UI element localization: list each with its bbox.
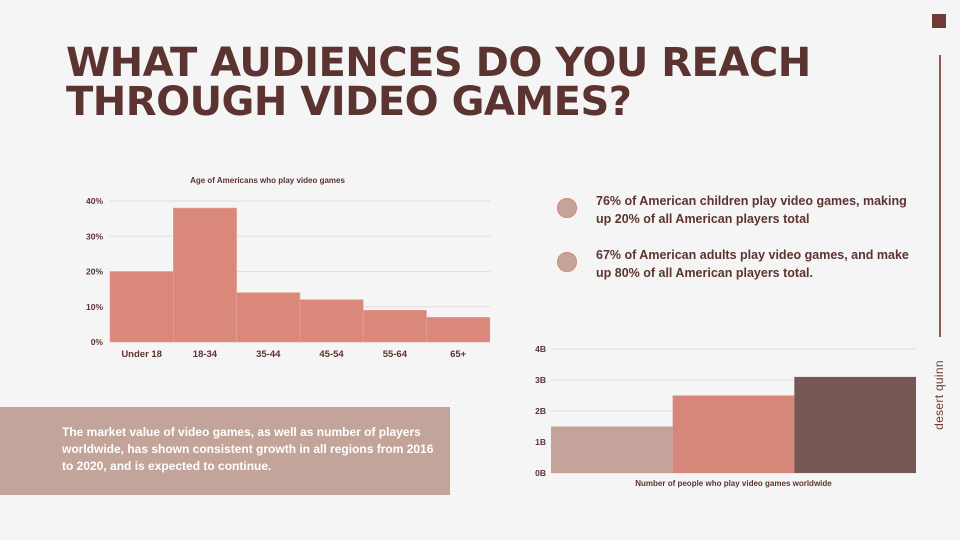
hist-y-tick-label: 30% (86, 231, 103, 241)
hist-x-tick-label: 45-54 (319, 349, 344, 360)
hist-x-tick-label: 55-64 (383, 349, 408, 360)
bar-chart-xlabel: Number of people who play video games wo… (635, 479, 832, 488)
hist-bar (173, 207, 237, 343)
bar-y-tick-label: 1B (535, 437, 546, 447)
hist-x-tick-label: Under 18 (121, 349, 162, 360)
hist-bar (236, 292, 301, 343)
hist-y-tick-label: 0% (91, 337, 104, 347)
bar-y-tick-label: 2B (535, 406, 546, 416)
hist-x-tick-label: 35-44 (256, 349, 281, 360)
hist-y-tick-label: 40% (86, 196, 103, 206)
bullet-children: 76% of American children play video game… (557, 192, 917, 228)
hist-x-tick-label: 65+ (450, 349, 467, 360)
players-bar-chart: 0B 1B 2B 3B 4B (535, 344, 916, 478)
bar-column (551, 426, 673, 473)
bullet-text: 67% of American adults play video games,… (596, 248, 909, 280)
hist-y-tick-label: 20% (86, 267, 103, 277)
bullet-adults: 67% of American adults play video games,… (557, 246, 917, 282)
bullet-dot (557, 198, 577, 218)
hist-x-tick-label: 18-34 (193, 349, 218, 360)
corner-square (932, 14, 946, 28)
age-histogram: 0% 10% 20% 30% 40% Under 18 18-34 35-44 45-54 55-… (86, 196, 491, 360)
hist-bar (109, 271, 174, 343)
bullet-dot (557, 252, 577, 272)
bar-column (672, 395, 795, 473)
bar-y-tick-label: 3B (535, 375, 546, 385)
hist-bar (299, 299, 364, 343)
page-title: WHAT AUDIENCES DO YOU REACH THROUGH VIDE… (66, 40, 811, 125)
bar-column (794, 376, 916, 473)
bullet-text: 76% of American children play video game… (596, 194, 907, 226)
side-divider (939, 55, 941, 337)
hist-y-tick-label: 10% (86, 302, 103, 312)
bar-y-tick-label: 4B (535, 344, 546, 354)
bar-y-tick-label: 0B (535, 468, 546, 478)
histogram-title: Age of Americans who play video games (190, 176, 345, 185)
callout-box: The market value of video games, as well… (0, 407, 450, 495)
hist-bar (426, 317, 491, 343)
hist-bar (362, 309, 427, 343)
callout-text: The market value of video games, as well… (62, 425, 434, 473)
